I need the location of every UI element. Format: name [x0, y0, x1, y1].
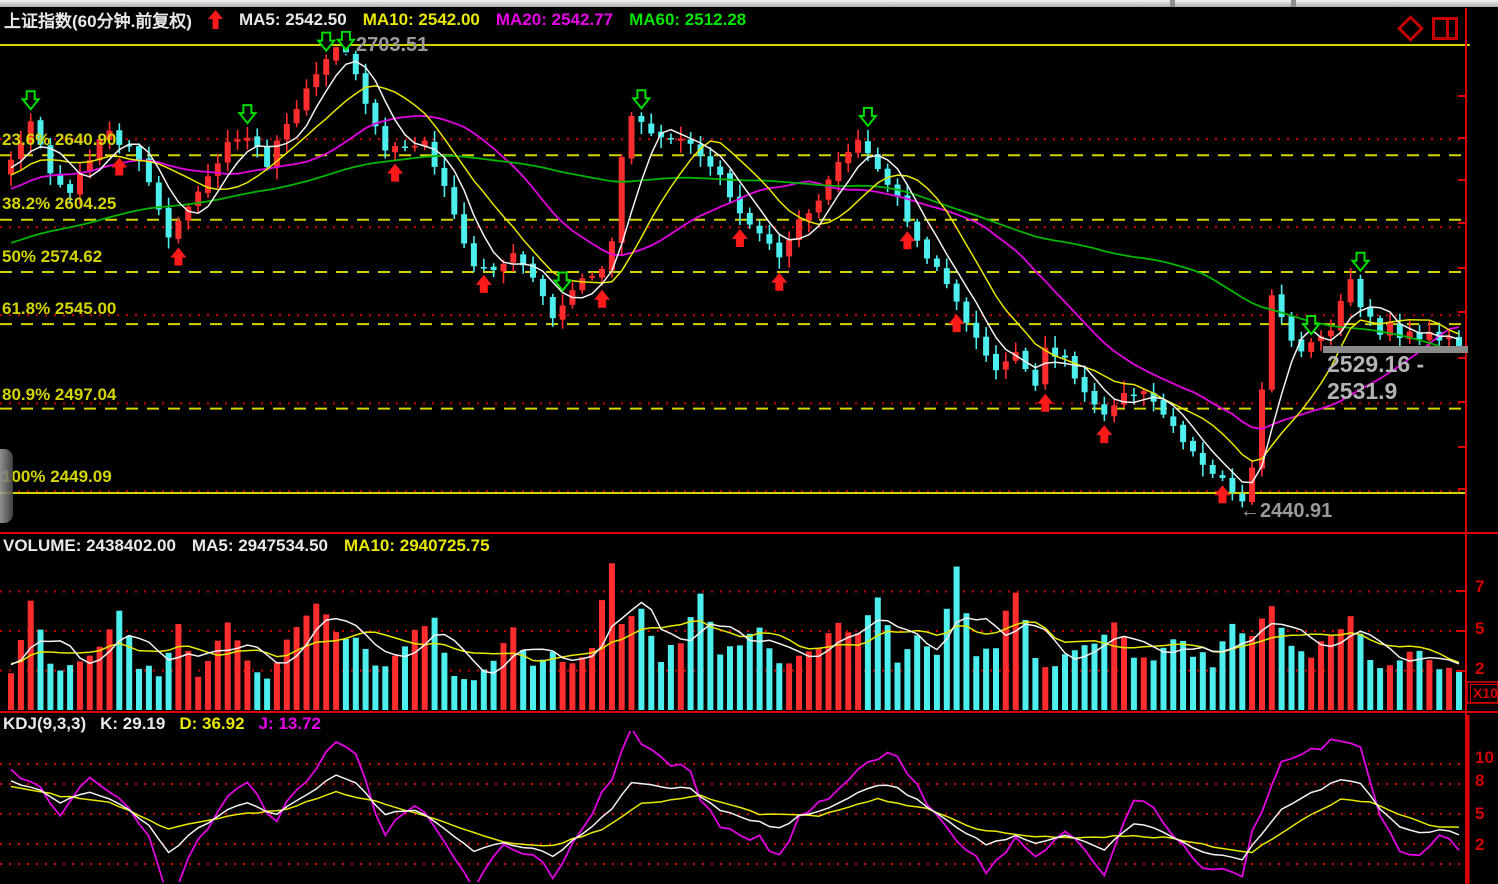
kdj-axis-label: 5 — [1475, 804, 1485, 823]
split-window-icon[interactable] — [1432, 17, 1458, 40]
volume-ma10-value: MA10: 2940725.75 — [344, 536, 490, 555]
sell-signal-arrow — [857, 106, 878, 128]
buy-signal-arrow — [1214, 485, 1231, 504]
kdj-j-value: J: 13.72 — [258, 714, 321, 733]
buy-signal-arrow — [594, 289, 610, 308]
volume-unit-label: X10 — [1470, 684, 1498, 703]
kdj-d-value: D: 36.92 — [179, 714, 245, 733]
volume-header: VOLUME: 2438402.00 MA5: 2947534.50 MA10:… — [3, 535, 490, 557]
buy-signal-arrow — [170, 247, 187, 266]
kdj-axis-label: 8 — [1475, 771, 1485, 790]
sell-signal-arrow — [631, 89, 652, 110]
volume-axis-label: 2 — [1475, 659, 1485, 678]
fib-level-label: 38.2% 2604.25 — [2, 194, 117, 213]
kdj-axis-label: 10 — [1475, 748, 1494, 767]
buy-signal-arrow — [387, 163, 404, 182]
volume-ma5-value: MA5: 2947534.50 — [191, 536, 329, 555]
strip-notch — [1291, 0, 1296, 7]
sell-signal-arrow — [1350, 251, 1371, 273]
buy-signal-arrow — [111, 157, 128, 176]
kdj-header: KDJ(9,3,3) K: 29.19 D: 36.92 J: 13.72 — [3, 713, 321, 735]
main-chart-header: 上证指数(60分钟.前复权) MA5: 2542.50 MA10: 2542.0… — [4, 8, 747, 32]
kdj-k-value: K: 29.19 — [100, 714, 166, 733]
sell-signal-arrow — [1301, 315, 1322, 336]
sell-signal-arrow — [237, 104, 258, 125]
fib-level-label: 50% 2574.62 — [2, 247, 103, 266]
buy-signal-arrow — [948, 314, 965, 333]
volume-axis-label: 7 — [1475, 577, 1485, 596]
side-panel-handle[interactable] — [0, 449, 13, 523]
consolidation-zone-bar — [1323, 346, 1468, 353]
up-arrow-icon — [207, 10, 223, 29]
price-range-label: 2529.16 - 2531.9 — [1327, 351, 1425, 404]
volume-value: VOLUME: 2438402.00 — [3, 536, 176, 555]
buy-signal-arrow — [731, 229, 748, 247]
instrument-title: 上证指数(60分钟.前复权) — [4, 12, 192, 31]
ma60-value: MA60: 2512.28 — [629, 9, 747, 29]
fib-level-label: 23.6% 2640.90 — [2, 130, 117, 149]
volume-axis-label: 5 — [1475, 619, 1485, 638]
buy-signal-arrow — [899, 231, 916, 250]
swing-high-label: 2703.51 — [356, 34, 429, 56]
ma20-value: MA20: 2542.77 — [495, 9, 614, 29]
sell-signal-arrow — [20, 90, 41, 111]
buy-signal-arrow — [475, 274, 492, 293]
window-top-strip — [0, 0, 1498, 7]
buy-signal-arrow — [771, 272, 788, 291]
kdj-title: KDJ(9,3,3) — [3, 714, 87, 733]
ma10-value: MA10: 2542.00 — [362, 9, 480, 29]
buy-signal-arrow — [1096, 425, 1113, 444]
buy-signal-arrow — [1037, 393, 1054, 412]
fib-level-label: 80.9% 2497.04 — [2, 385, 117, 404]
fib-level-label: 100% 2449.09 — [2, 467, 112, 486]
sell-signal-arrow — [335, 31, 356, 52]
sell-signal-arrow — [316, 31, 337, 53]
fib-level-label: 61.8% 2545.00 — [2, 299, 117, 318]
sell-signal-arrow — [552, 271, 573, 293]
ma5-value: MA5: 2542.50 — [238, 9, 347, 29]
kdj-axis-label: 2 — [1475, 835, 1485, 854]
swing-low-label: ←2440.91 — [1240, 500, 1333, 522]
strip-notch — [1170, 0, 1175, 7]
